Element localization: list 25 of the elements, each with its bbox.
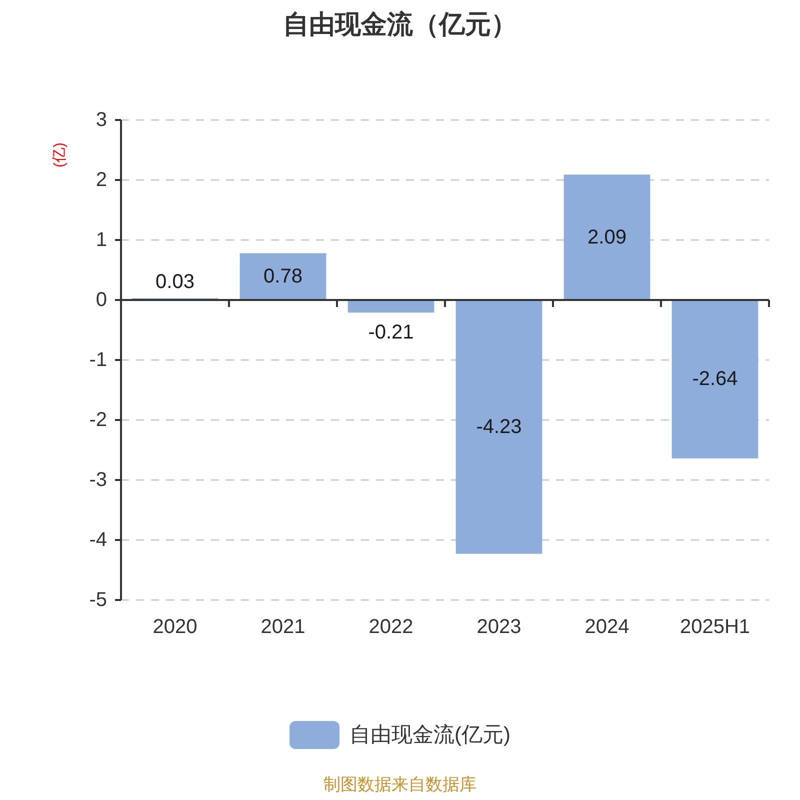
data-label: 0.78 <box>264 266 302 288</box>
x-tick-label: 2020 <box>152 616 198 638</box>
x-tick-label: 2024 <box>584 616 630 638</box>
data-label: -4.23 <box>476 416 522 438</box>
y-tick-label: 1 <box>96 229 107 251</box>
data-label: -2.64 <box>692 368 738 390</box>
title: 自由现金流（亿元） <box>283 9 517 39</box>
y-tick-label: 2 <box>96 169 107 191</box>
data-label: 0.03 <box>156 271 194 294</box>
y-tick-label: -5 <box>89 589 107 611</box>
y-tick-label: 3 <box>96 109 107 131</box>
x-tick-label: 2023 <box>476 616 522 638</box>
y-tick-label: -1 <box>89 349 107 371</box>
y-tick-label: -2 <box>89 409 107 431</box>
y-label: (亿) <box>51 142 68 168</box>
x-tick-label: 2025H1 <box>680 616 750 638</box>
y-tick-label: -3 <box>89 469 107 491</box>
annotation: 制图数据来自数据库 <box>324 775 476 794</box>
x-tick-label: 2021 <box>260 616 306 638</box>
legend-label: 自由现金流(亿元) <box>350 724 510 746</box>
data-label: -0.21 <box>368 322 414 344</box>
y-tick-label: -4 <box>89 529 107 551</box>
x-tick-label: 2022 <box>368 616 414 638</box>
y-tick-label: 0 <box>96 289 107 311</box>
data-label: 2.09 <box>588 226 626 248</box>
